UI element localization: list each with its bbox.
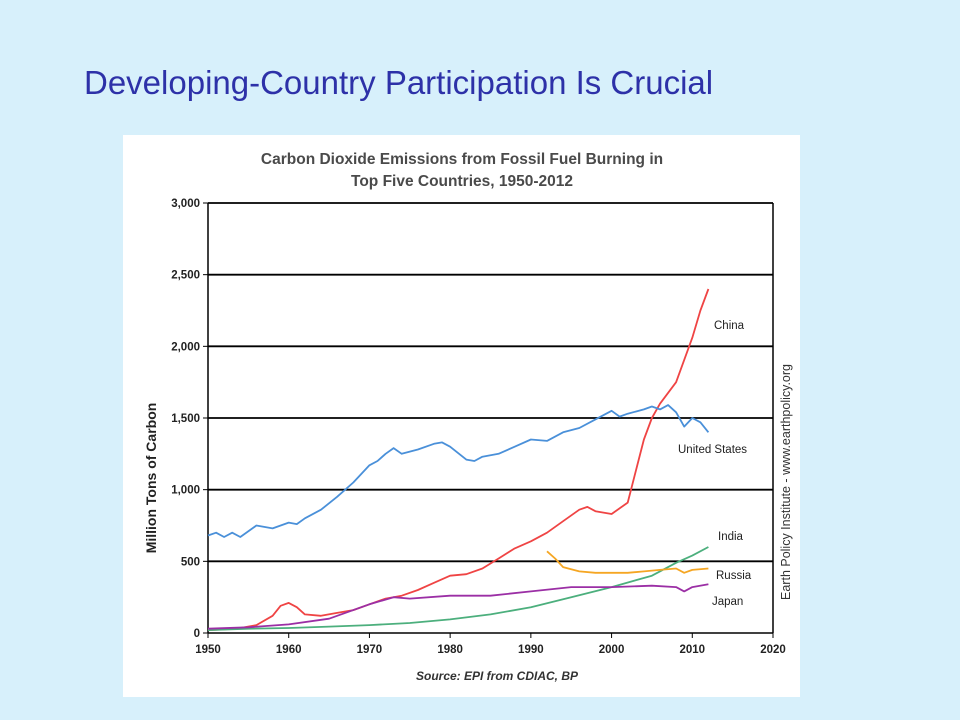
x-tick-label: 1970	[357, 644, 383, 656]
x-tick-label: 1960	[276, 644, 302, 656]
y-tick-label: 3,000	[171, 198, 200, 210]
y-axis-label: Million Tons of Carbon	[143, 403, 159, 554]
chart-card: Carbon Dioxide Emissions from Fossil Fue…	[123, 135, 800, 697]
series-label-japan: Japan	[712, 596, 743, 608]
y-tick-label: 1,000	[171, 485, 200, 497]
credit-label: Earth Policy Institute - www.earthpolicy…	[779, 364, 793, 600]
series-label-india: India	[718, 531, 744, 543]
x-tick-label: 1950	[195, 644, 221, 656]
y-tick-label: 1,500	[171, 413, 200, 425]
axis-layer: 0 500 1,000 1,500 2,000 2,500 3,000 1950 1960 197…	[171, 198, 786, 656]
x-tick-label: 2010	[679, 644, 705, 656]
x-tick-label: 1980	[437, 644, 463, 656]
grid-layer	[208, 202, 773, 563]
slide-title: Developing-Country Participation Is Cruc…	[84, 64, 714, 101]
series-line-china	[207, 288, 710, 631]
x-tick-label: 2020	[760, 644, 786, 656]
y-tick-label: 500	[181, 556, 200, 568]
y-tick-label: 0	[194, 628, 200, 640]
series-layer	[207, 288, 710, 631]
y-tick-label: 2,500	[171, 270, 200, 282]
x-tick-label: 1990	[518, 644, 544, 656]
y-tick-label: 2,000	[171, 341, 200, 353]
series-line-japan	[207, 583, 709, 630]
chart-title-line2: Top Five Countries, 1950-2012	[351, 173, 573, 190]
series-label-china: China	[714, 320, 745, 332]
series-label-united-states: United States	[678, 444, 747, 456]
series-line-india	[207, 546, 709, 631]
emissions-line-chart: Carbon Dioxide Emissions from Fossil Fue…	[143, 151, 793, 683]
series-label-russia: Russia	[716, 570, 752, 582]
chart-title-line1: Carbon Dioxide Emissions from Fossil Fue…	[261, 151, 663, 168]
series-line-russia	[546, 550, 709, 574]
source-label: Source: EPI from CDIAC, BP	[416, 669, 579, 683]
x-tick-label: 2000	[599, 644, 625, 656]
series-line-united-states	[207, 404, 710, 538]
